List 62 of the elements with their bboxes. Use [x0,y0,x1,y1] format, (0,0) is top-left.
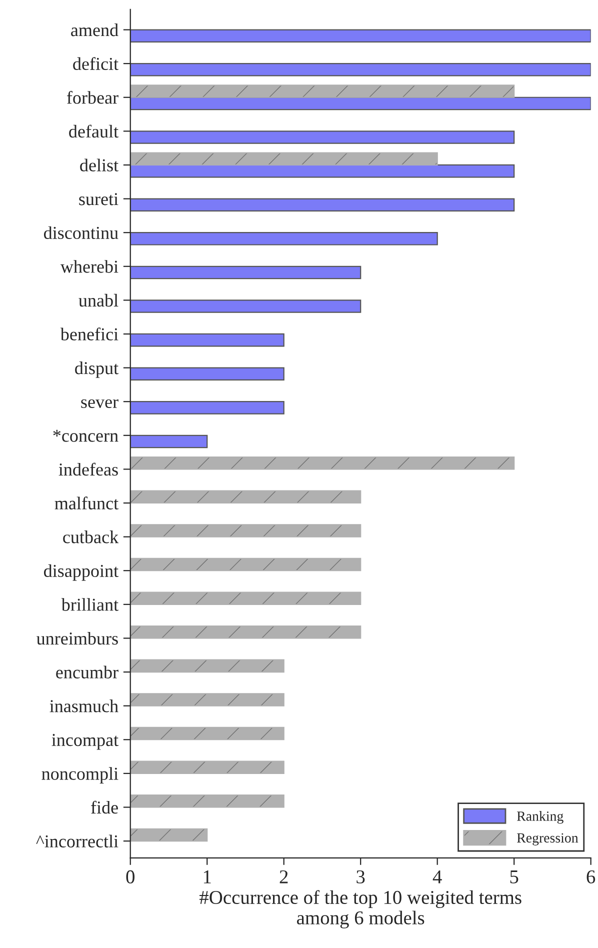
bar [130,367,284,381]
y-tick-label: inasmuch [50,700,118,712]
legend-label: Regression [517,833,578,846]
bar [130,456,515,470]
y-tick-label: disput [75,362,118,378]
y-tick-label: wherebi [60,260,118,273]
bar [130,333,284,347]
bar [130,164,515,178]
bar [130,84,515,98]
bar [130,659,284,673]
bar [130,794,284,808]
y-tick-label: fide [91,800,118,814]
y-tick-label: disappoint [44,564,118,581]
y-tick-label: sever [81,399,118,408]
y-tick-label: *concern [53,430,118,442]
bar [130,592,362,605]
y-tick-label: benefici [60,328,118,340]
y-tick-label: forbear [66,90,118,104]
x-tick-label: 1 [204,870,211,884]
bar [130,401,284,414]
bar [130,760,284,774]
y-tick-label: ^incorrectli [36,834,118,848]
bar [130,300,362,313]
bar [130,828,208,842]
bar [130,558,362,572]
y-tick-label: sureti [79,193,118,206]
x-tick-label: 6 [586,870,596,884]
bar [130,198,515,212]
y-tick-label: malfunct [54,496,118,510]
bar [130,490,362,504]
x-tick-label: 0 [126,870,134,884]
y-tick-label: default [69,124,118,138]
bar [130,266,362,280]
y-tick-label: incompat [52,734,118,750]
x-tick-label: 2 [280,870,288,884]
y-tick-label: brilliant [61,598,118,611]
bar [130,29,591,42]
x-tick-label: 3 [356,870,365,884]
x-tick-label: 5 [510,870,518,884]
x-tick-label: 4 [432,870,442,884]
bar [130,96,591,110]
y-tick-label: cutback [63,530,119,544]
y-tick-label: unabl [78,294,118,307]
y-tick-label: discontinu [44,226,118,240]
y-tick-label: encumbr [56,666,118,678]
x-axis-title: #Occurrence of the top 10 weigited terms among 6 models [200,890,522,928]
bar [130,130,515,144]
y-tick-label: amend [71,23,118,36]
bar [130,232,438,246]
bar [130,726,284,740]
y-tick-label: delist [80,158,118,172]
bar [130,524,362,538]
bar [130,693,284,706]
y-tick-label: deficit [73,57,118,70]
y-tick-label: noncompli [42,767,118,784]
bar [130,152,438,166]
y-tick-label: indefeas [58,462,118,476]
bar [130,63,591,76]
bar [130,625,362,639]
legend-label: Ranking [517,811,564,824]
y-tick-label: unreimburs [36,632,118,645]
bar [130,434,208,448]
